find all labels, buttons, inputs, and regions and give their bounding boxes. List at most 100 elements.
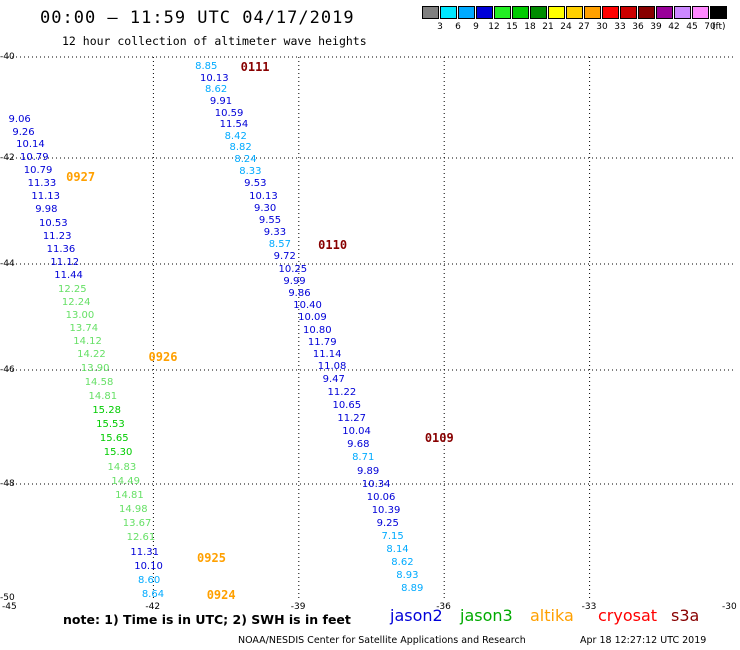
legend-entry: cryosat [598,606,658,625]
credit-text: NOAA/NESDIS Center for Satellite Applica… [238,635,526,646]
colorbar-label: 33 [614,22,626,32]
wave-height-point: 10.39 [371,504,401,516]
colorbar-swatch [602,6,619,19]
wave-height-point: 13.74 [69,323,99,335]
wave-height-point: 9.89 [356,465,380,477]
colorbar-swatch [422,6,439,19]
wave-height-point: 8.14 [386,544,409,556]
wave-height-point: 8.62 [204,84,228,96]
longitude-tick-label: -33 [581,602,597,612]
legend-entry: jason2 [390,606,443,625]
latitude-tick-label: -40 [0,52,15,62]
wave-height-point: 14.58 [84,376,114,388]
wave-height-point: 9.26 [12,126,35,138]
pass-time-label: 0109 [424,431,454,446]
colorbar-label: 6 [455,22,461,32]
footer-note: note: 1) Time is in UTC; 2) SWH is in fe… [63,612,351,627]
wave-height-point: 9.55 [258,214,282,226]
wave-height-point: 11.08 [317,361,347,373]
wave-height-point: 10.53 [39,217,68,229]
wave-height-point: 10.14 [16,139,45,151]
longitude-tick-label: -36 [436,602,451,612]
wave-height-point: 8.64 [141,589,165,601]
wave-height-point: 10.06 [366,491,396,503]
longitude-tick-label: -45 [2,602,17,612]
wave-height-point: 10.79 [23,164,53,176]
wave-height-point: 10.25 [278,263,308,275]
wave-height-point: 11.54 [219,119,249,131]
wave-height-point: 15.30 [103,447,133,459]
colorbar-label: 70 [704,22,716,32]
wave-height-point: 8.60 [138,574,161,586]
pass-time-label: 0110 [318,238,348,253]
colorbar-swatch [512,6,529,19]
latitude-tick-label: -42 [0,153,15,163]
wave-height-point: 11.33 [27,178,57,190]
colorbar-label: 27 [578,22,590,32]
colorbar-label: 42 [668,22,680,32]
wave-height-point: 8.33 [239,166,262,178]
pass-time-label: 0924 [206,588,236,603]
colorbar-swatch [638,6,655,19]
wave-height-point: 10.09 [298,312,327,324]
wave-height-point: 10.04 [342,426,371,438]
wave-height-point: 9.99 [283,275,306,287]
latitude-tick-label: -48 [0,479,15,489]
wave-height-point: 13.67 [122,518,152,530]
wave-height-point: 12.61 [126,532,156,544]
longitude-tick-label: -42 [145,602,161,612]
generated-timestamp: Apr 18 12:27:12 UTC 2019 [580,635,707,646]
latitude-tick-label: -44 [0,259,15,269]
colorbar-label: 12 [488,22,500,32]
wave-height-point: 14.22 [77,349,106,361]
wave-height-point: 10.40 [293,300,322,312]
page-subtitle: 12 hour collection of altimeter wave hei… [62,34,367,48]
colorbar-label: 24 [560,22,572,32]
longitude-tick-label: -39 [290,602,306,612]
wave-height-point: 10.80 [303,324,332,336]
wave-height-point: 14.49 [111,475,140,487]
wave-height-point: 8.89 [401,583,424,595]
wave-height-point: 13.00 [65,309,95,321]
wave-height-point: 13.90 [80,362,110,374]
colorbar-label: 45 [686,22,698,32]
colorbar-swatch [584,6,601,19]
colorbar-unit: (ft) [712,22,726,32]
wave-height-point: 9.06 [8,114,31,126]
wave-height-point: 9.25 [376,517,399,529]
wave-height-point: 8.71 [352,452,375,464]
wave-height-point: 15.65 [99,433,129,445]
wave-height-point: 9.33 [263,227,287,239]
longitude-tick-label: -30 [722,602,737,612]
wave-height-point: 10.34 [361,478,391,490]
wave-height-point: 8.24 [234,154,257,166]
wave-height-point: 14.81 [115,489,144,501]
pass-time-label: 0926 [148,349,178,364]
wave-height-point: 12.25 [58,283,87,295]
colorbar-swatch [476,6,493,19]
wave-height-point: 9.72 [273,251,296,263]
wave-height-point: 14.81 [88,390,118,402]
wave-height-point: 11.13 [31,191,61,203]
colorbar-swatch [440,6,457,19]
wave-height-point: 11.79 [307,336,337,348]
colorbar-swatch [530,6,547,19]
wave-height-point: 8.57 [268,239,291,251]
wave-height-point: 9.47 [322,373,345,385]
wave-height-point: 8.85 [195,61,218,73]
colorbar-swatch [566,6,583,19]
colorbar-label: 15 [506,22,518,32]
wave-height-point: 11.12 [50,257,80,269]
page-title: 00:00 – 11:59 UTC 04/17/2019 [40,8,355,28]
colorbar-label: 30 [596,22,608,32]
wave-height-point: 8.93 [396,570,419,582]
wave-height-point: 11.23 [42,230,72,242]
pass-time-label: 0111 [240,60,270,75]
colorbar-swatch [656,6,673,19]
wave-height-point: 7.15 [381,531,404,543]
wave-height-point: 11.31 [130,546,160,558]
colorbar-label: 21 [542,22,554,32]
legend-entry: altika [530,606,574,625]
wave-height-point: 9.86 [288,287,311,299]
